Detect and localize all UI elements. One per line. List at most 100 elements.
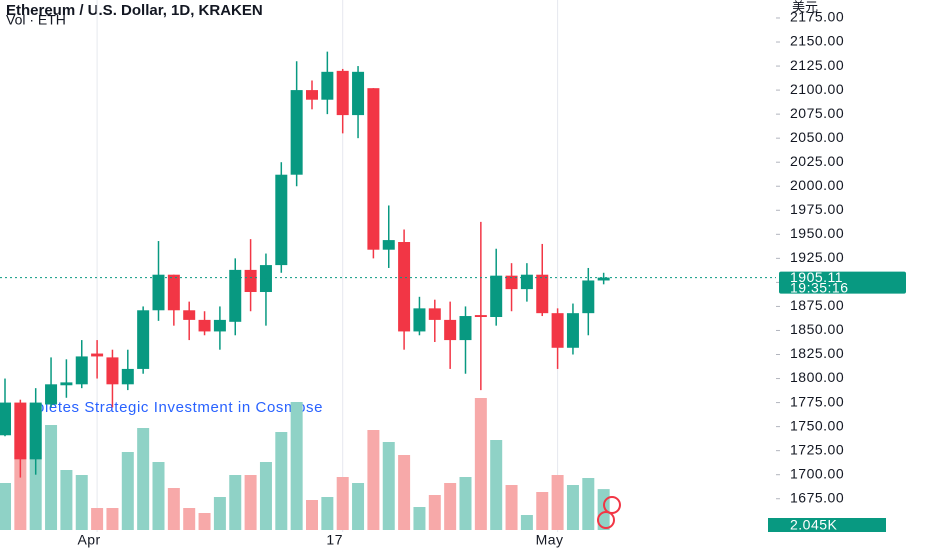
volume-bar — [259, 462, 272, 530]
candle-body — [14, 402, 27, 460]
candle-body — [29, 402, 42, 460]
volume-bar — [520, 515, 533, 530]
y-tick-label: 1800.00 — [790, 369, 844, 385]
candle-body — [582, 280, 595, 314]
y-tick-label: 1700.00 — [790, 465, 844, 481]
event-icon[interactable] — [597, 511, 615, 529]
volume-bar — [306, 500, 318, 530]
volume-bar — [183, 508, 196, 530]
candle-body — [290, 90, 303, 175]
candle-body — [45, 384, 58, 405]
volume-bar — [244, 475, 257, 530]
y-tick-label: 1875.00 — [790, 297, 844, 313]
volume-bar — [152, 462, 165, 530]
candle-body — [490, 275, 503, 318]
volume-bar — [75, 475, 88, 530]
volume-bar — [45, 425, 58, 530]
volume-label: 2.045K — [790, 517, 838, 533]
y-tick-label: 2025.00 — [790, 153, 844, 169]
volume-bar — [290, 402, 303, 530]
candle-body — [520, 274, 533, 290]
x-tick-label: Apr — [77, 532, 100, 548]
event-icons[interactable] — [597, 496, 621, 529]
volume-bar — [459, 477, 472, 530]
candle-body — [183, 310, 196, 320]
y-tick-label: 2175.00 — [790, 9, 844, 25]
volume-bar — [198, 513, 211, 530]
candle-body — [551, 313, 564, 348]
candle-body — [352, 71, 365, 116]
volume-bar — [91, 508, 104, 530]
candle-body — [321, 71, 334, 100]
candle-body — [259, 265, 272, 293]
candle-body — [229, 269, 242, 322]
volume-bar — [321, 497, 334, 530]
volume-bar — [60, 470, 73, 530]
volume-bar — [352, 483, 365, 530]
news-annotation: oletes Strategic Investment in Cosmose — [36, 399, 323, 416]
event-icon[interactable] — [603, 496, 621, 514]
chart-title: Ethereum / U.S. Dollar, 1D, KRAKEN — [6, 2, 263, 19]
y-tick-label: 1750.00 — [790, 417, 844, 433]
candle-body — [244, 269, 257, 293]
volume-bar — [566, 485, 579, 530]
x-tick-label: May — [536, 532, 564, 548]
y-tick-label: 1775.00 — [790, 393, 844, 409]
candle-body — [459, 316, 472, 341]
volume-bar — [413, 507, 426, 530]
chart-subtitle: Vol · ETH — [6, 12, 66, 28]
volume-bar — [428, 495, 441, 530]
candle-body — [444, 319, 457, 341]
volume-bar — [213, 497, 226, 530]
y-tick-label: 1950.00 — [790, 225, 844, 241]
y-tick-label: 2100.00 — [790, 81, 844, 97]
y-tick-label: 2050.00 — [790, 129, 844, 145]
volume-bar — [121, 452, 134, 530]
candle-body — [167, 274, 180, 311]
volume-bar — [106, 508, 119, 530]
candle-body — [566, 313, 579, 348]
volume-bar — [137, 428, 150, 530]
candle-body — [428, 308, 441, 320]
volume-bar — [367, 430, 380, 530]
candle-body — [597, 277, 610, 281]
y-tick-label: 2150.00 — [790, 33, 844, 49]
volume-bar — [229, 475, 242, 530]
countdown-label: 19:35:16 — [790, 279, 849, 295]
y-tick-label: 1725.00 — [790, 441, 844, 457]
volume-bar — [0, 483, 11, 530]
currency-label: 美元 — [792, 0, 818, 14]
y-tick-label: 2125.00 — [790, 57, 844, 73]
y-tick-label: 1675.00 — [790, 489, 844, 505]
candle-body — [367, 88, 380, 250]
candle-body — [413, 308, 426, 332]
candle-body — [275, 174, 288, 266]
candle-body — [106, 357, 119, 385]
candle-body — [75, 356, 88, 385]
candle-body — [336, 70, 349, 116]
volume-bar — [582, 478, 595, 530]
candle-body — [505, 275, 518, 290]
x-tick-label: 17 — [326, 532, 343, 548]
volume-bar — [551, 475, 564, 530]
candle-body — [0, 402, 11, 436]
candle-body — [306, 90, 318, 100]
candle-body — [536, 274, 549, 314]
volume-bar — [167, 488, 180, 530]
volume-tag — [768, 518, 886, 532]
volume-bar — [536, 492, 549, 530]
y-tick-label: 1825.00 — [790, 345, 844, 361]
candle-body — [60, 382, 73, 386]
volume-bar — [444, 483, 457, 530]
candle-body — [382, 240, 395, 250]
candle-body — [474, 315, 487, 318]
volume-bar — [398, 455, 411, 530]
candle-body — [213, 319, 226, 332]
y-tick-label: 2000.00 — [790, 177, 844, 193]
candle-body — [121, 368, 134, 385]
y-tick-label: 2075.00 — [790, 105, 844, 121]
candle-body — [198, 319, 211, 332]
candle-body — [137, 310, 150, 369]
candle-body — [398, 242, 411, 332]
